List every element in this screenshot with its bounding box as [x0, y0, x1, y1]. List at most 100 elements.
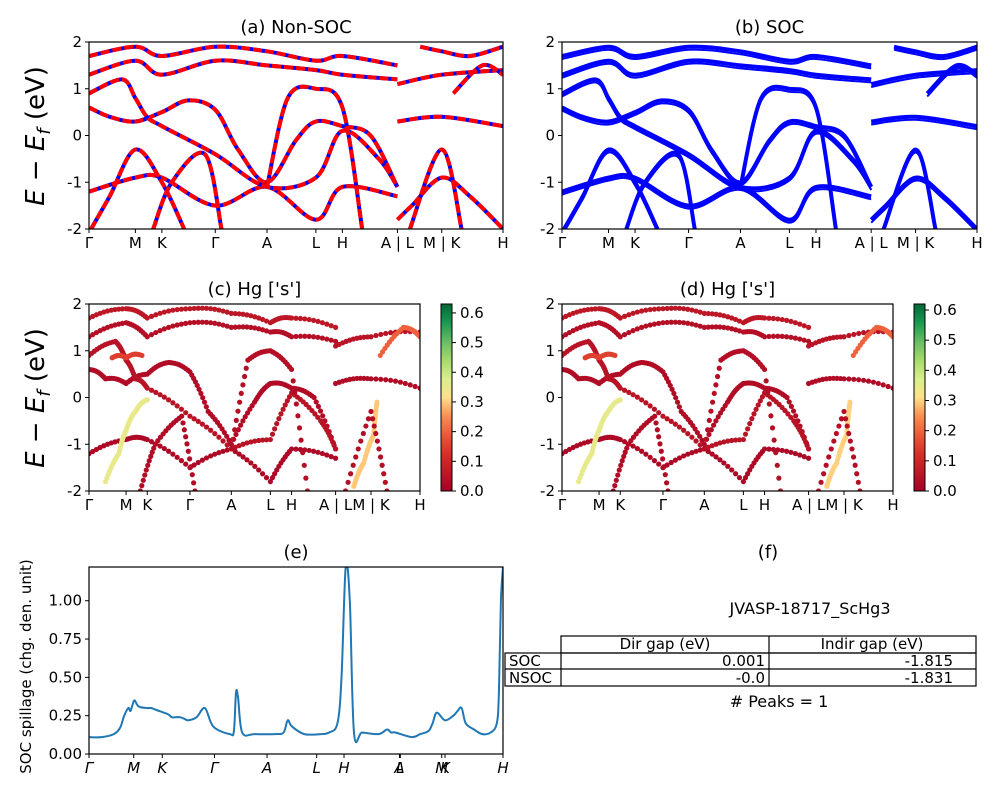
- band-point: [228, 446, 234, 452]
- band-point: [293, 315, 299, 321]
- band-line-nonsoc: [89, 77, 400, 191]
- x-tick-label: L: [266, 496, 275, 514]
- band-point: [651, 406, 658, 412]
- band-point: [681, 320, 687, 326]
- band-point: [148, 313, 155, 319]
- band-point: [153, 329, 159, 336]
- band-point: [676, 305, 683, 311]
- x-tick-label: K: [630, 234, 641, 252]
- band-point: [846, 376, 852, 382]
- y-tick-label: -2: [67, 220, 82, 238]
- band-point: [759, 394, 766, 400]
- band-point: [242, 414, 248, 420]
- panel-title: (d) Hg ['s']: [680, 279, 775, 300]
- band-point: [617, 315, 623, 321]
- band-point: [282, 402, 288, 408]
- band-point: [139, 352, 145, 359]
- band-point: [626, 389, 632, 395]
- panel-title: (e): [283, 542, 308, 563]
- band-point: [276, 416, 282, 422]
- band-point: [208, 453, 214, 459]
- panel-f-title: (f): [758, 542, 778, 563]
- band-point: [178, 306, 185, 312]
- band-point: [634, 309, 640, 315]
- axes-frame: [88, 566, 504, 755]
- band-point: [183, 410, 189, 416]
- band-point: [187, 456, 193, 462]
- band-point: [713, 418, 719, 424]
- band-point: [310, 448, 317, 454]
- band-point: [161, 326, 167, 332]
- band-point: [676, 455, 683, 461]
- band-point: [790, 408, 797, 414]
- band-point: [374, 438, 380, 444]
- band-point: [657, 441, 663, 447]
- band-point: [674, 399, 681, 405]
- band-point: [144, 334, 150, 340]
- band-point: [870, 379, 877, 385]
- band-line-nonsoc: [397, 114, 503, 129]
- band-point: [332, 446, 339, 452]
- x-tick-label: L: [312, 234, 321, 252]
- band-line: [562, 58, 872, 82]
- band-point: [856, 330, 862, 337]
- band-point: [183, 306, 189, 312]
- band-point: [656, 461, 662, 467]
- band-point: [194, 382, 200, 389]
- y-tick-label: 0: [545, 127, 555, 145]
- band-point: [319, 450, 325, 457]
- band-line: [893, 44, 977, 59]
- band-point: [634, 326, 640, 332]
- band-point: [841, 376, 847, 382]
- band-point: [290, 378, 296, 384]
- band-point: [236, 451, 242, 457]
- band-point: [665, 488, 671, 491]
- band-point: [157, 392, 163, 398]
- band-point: [235, 427, 241, 433]
- band-point: [293, 333, 299, 340]
- band-point: [685, 320, 691, 326]
- band-point: [201, 399, 208, 405]
- band-point: [801, 337, 807, 343]
- band-point: [788, 334, 794, 340]
- band-point: [315, 449, 321, 455]
- band-point: [248, 460, 254, 466]
- plot-area: [89, 44, 503, 229]
- band-point: [236, 443, 242, 449]
- band-point: [815, 488, 822, 491]
- x-tick-label: K: [440, 759, 451, 777]
- band-point: [589, 306, 595, 312]
- panel-title: (a) Non-SOC: [240, 17, 351, 38]
- band-point: [153, 389, 159, 395]
- band-point: [622, 449, 628, 455]
- band-point: [639, 324, 645, 330]
- band-line: [89, 147, 187, 229]
- band-point: [625, 441, 631, 447]
- band-point: [651, 321, 658, 327]
- band-point: [166, 324, 172, 330]
- x-tick-label: A: [226, 496, 237, 514]
- x-tick-label: Γ: [684, 234, 693, 252]
- band-point: [697, 433, 703, 439]
- band-point: [613, 477, 619, 483]
- band-point: [220, 438, 226, 444]
- band-point: [252, 438, 258, 444]
- band-point: [203, 305, 210, 311]
- x-tick-label: K: [157, 234, 168, 252]
- x-tick-label: M | K: [423, 234, 462, 252]
- band-point: [689, 434, 695, 440]
- band-point: [710, 422, 717, 428]
- x-tick-label: Γ: [85, 759, 95, 777]
- band-point: [630, 328, 636, 334]
- band-point: [610, 488, 616, 491]
- band-point: [388, 330, 394, 336]
- band-point: [658, 448, 664, 454]
- band-point: [272, 471, 278, 477]
- x-tick-label: L: [396, 759, 404, 777]
- band-point: [706, 431, 712, 438]
- band-point: [826, 454, 832, 460]
- band-line: [419, 44, 503, 59]
